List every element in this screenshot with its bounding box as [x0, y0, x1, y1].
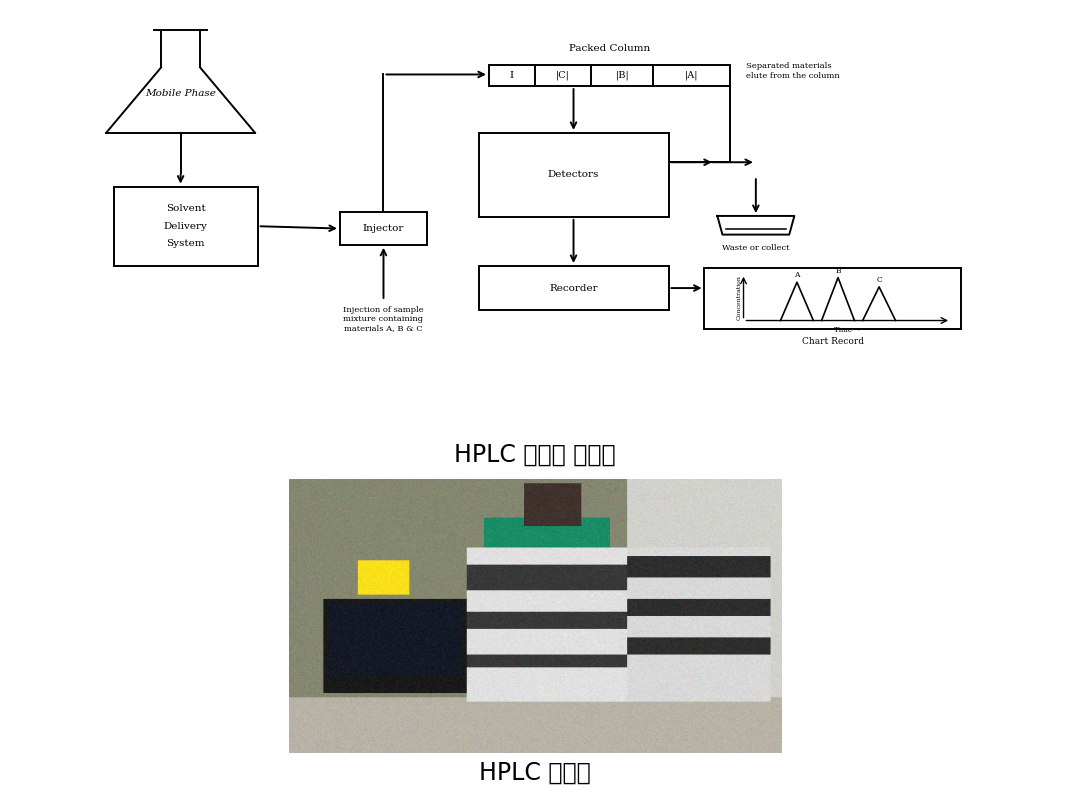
Text: Chart Record: Chart Record	[801, 337, 863, 346]
Bar	[113, 187, 258, 266]
Text: Waste or collect: Waste or collect	[722, 244, 790, 252]
Text: Recorder: Recorder	[549, 283, 598, 292]
Text: B: B	[836, 266, 841, 275]
Text: C: C	[876, 276, 882, 284]
Text: Time →: Time →	[835, 326, 860, 334]
Bar	[478, 266, 669, 310]
Text: Injector: Injector	[363, 224, 404, 233]
Text: |A|: |A|	[685, 71, 698, 80]
Text: Solvent: Solvent	[166, 204, 205, 213]
Text: Mobile Phase: Mobile Phase	[146, 89, 216, 97]
Text: System: System	[167, 239, 205, 248]
Text: Injection of sample
mixture containing
materials A, B & C: Injection of sample mixture containing m…	[343, 306, 424, 332]
Text: Separated materials
elute from the column: Separated materials elute from the colum…	[746, 62, 839, 80]
Text: A: A	[794, 271, 799, 279]
Bar	[478, 133, 669, 217]
Text: Concentration: Concentration	[736, 275, 742, 320]
Text: |B|: |B|	[615, 71, 629, 80]
Bar	[340, 213, 427, 245]
Text: I: I	[509, 71, 514, 80]
Text: Packed Column: Packed Column	[569, 44, 651, 53]
Text: HPLC 시스템 개략도: HPLC 시스템 개략도	[454, 443, 616, 467]
Text: Detectors: Detectors	[548, 171, 599, 180]
Text: HPLC 시스템: HPLC 시스템	[479, 761, 591, 785]
Text: Delivery: Delivery	[164, 221, 208, 231]
Bar	[704, 268, 961, 329]
Bar	[489, 65, 730, 86]
Text: |C|: |C|	[555, 71, 569, 80]
